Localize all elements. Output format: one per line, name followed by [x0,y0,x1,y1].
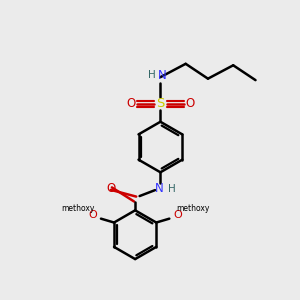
Text: O: O [88,210,97,220]
Text: O: O [126,98,135,110]
Text: N: N [154,182,163,195]
Text: H: H [168,184,176,194]
Text: methoxy: methoxy [61,204,94,213]
Text: S: S [156,98,165,110]
Text: methoxy: methoxy [176,204,209,213]
Text: O: O [107,182,116,195]
Text: O: O [185,98,195,110]
Text: O: O [173,210,182,220]
Text: N: N [158,69,166,82]
Text: H: H [148,70,156,80]
